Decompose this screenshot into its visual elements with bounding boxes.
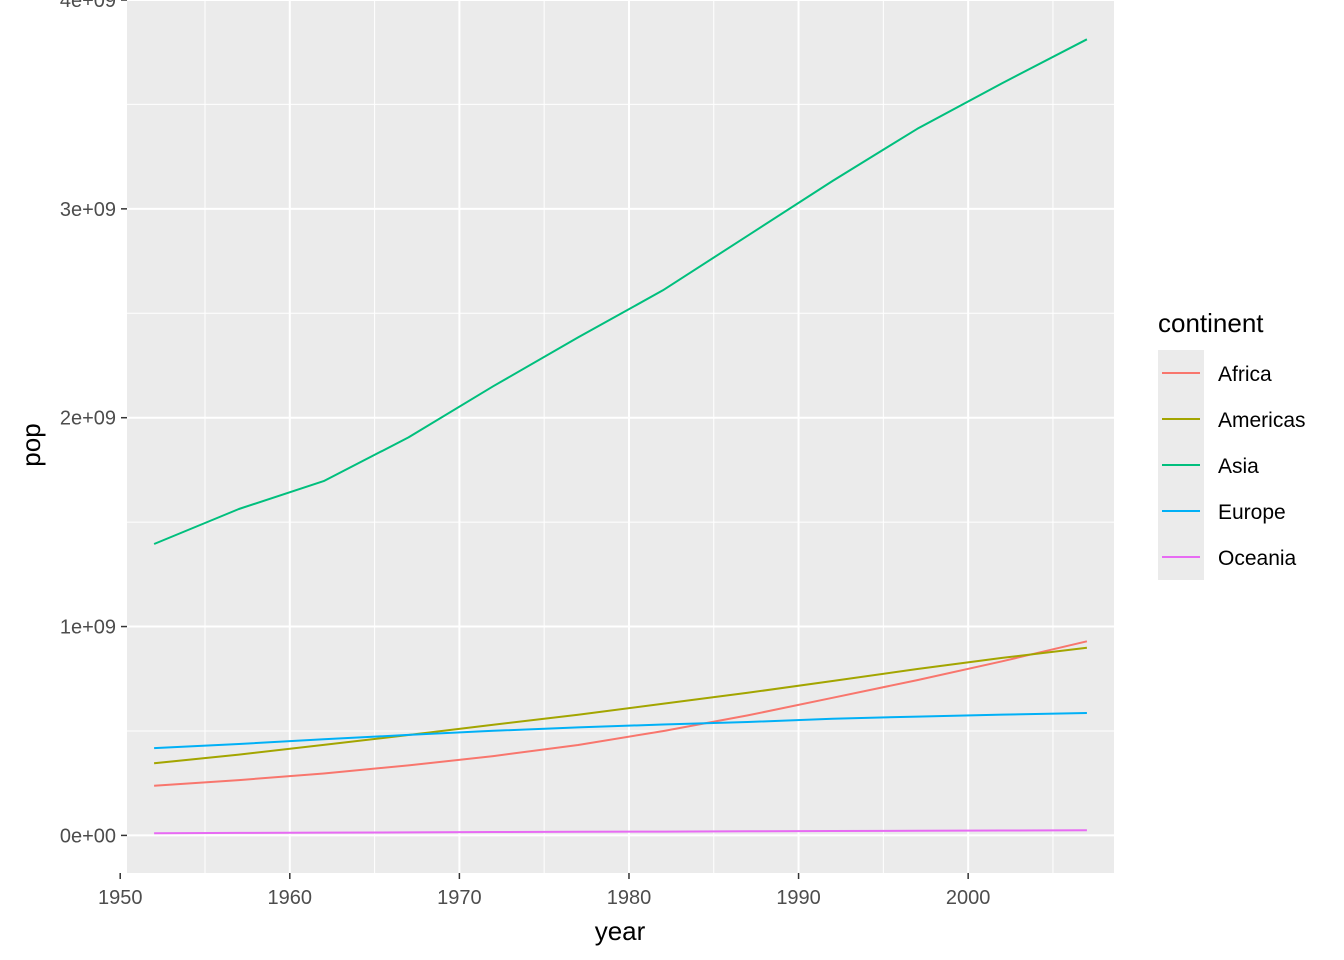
y-axis-title: pop bbox=[16, 423, 46, 466]
y-tick-label: 4e+09 bbox=[60, 0, 116, 12]
legend-items: Africa Americas Asia Europe Oceania bbox=[1162, 363, 1306, 570]
legend-label-oceania: Oceania bbox=[1218, 547, 1297, 570]
y-tick-label: 0e+00 bbox=[60, 825, 116, 847]
legend-label-americas: Americas bbox=[1218, 409, 1306, 432]
minor-gridlines bbox=[127, 0, 1114, 873]
series-line-oceania bbox=[154, 829, 1087, 835]
x-tick-label: 1990 bbox=[776, 887, 821, 909]
x-tick-label: 2000 bbox=[946, 887, 991, 909]
legend-label-africa: Africa bbox=[1218, 363, 1272, 386]
x-axis-title: year bbox=[595, 916, 646, 946]
x-tick-label: 1950 bbox=[98, 887, 143, 909]
series-line-asia bbox=[153, 38, 1088, 545]
x-tick-label: 1980 bbox=[607, 887, 652, 909]
x-axis: 1950 1960 1970 1980 1990 2000 bbox=[98, 873, 990, 909]
legend: continent Africa Americas Asia Europe Oceani… bbox=[1158, 308, 1306, 580]
x-tick-label: 1970 bbox=[437, 887, 482, 909]
y-tick-label: 1e+09 bbox=[60, 617, 116, 639]
legend-label-asia: Asia bbox=[1218, 455, 1259, 478]
y-axis: 0e+00 1e+09 2e+09 3e+09 4e+09 bbox=[60, 0, 127, 847]
y-tick-label: 2e+09 bbox=[60, 408, 116, 430]
series-line-europe bbox=[154, 712, 1087, 750]
legend-title: continent bbox=[1158, 308, 1264, 338]
major-gridlines bbox=[119, 0, 1114, 873]
series-lines bbox=[153, 38, 1088, 835]
x-tick-label: 1960 bbox=[268, 887, 313, 909]
y-tick-label: 3e+09 bbox=[60, 199, 116, 221]
series-line-africa bbox=[154, 640, 1088, 787]
legend-label-europe: Europe bbox=[1218, 501, 1286, 524]
series-line-americas bbox=[153, 646, 1088, 765]
plot-panel bbox=[127, 0, 1114, 873]
